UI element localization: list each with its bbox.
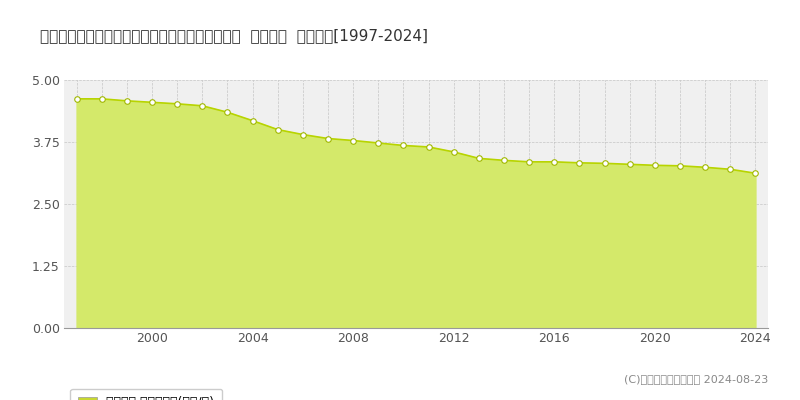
Legend: 地価公示 平均坪単価(万円/坪): 地価公示 平均坪単価(万円/坪)	[70, 389, 222, 400]
Text: (C)土地価格ドットコム 2024-08-23: (C)土地価格ドットコム 2024-08-23	[624, 374, 768, 384]
Text: 福島県西白河郡泉崎村大字関和久字上町１１３番  地価公示  地価推移[1997-2024]: 福島県西白河郡泉崎村大字関和久字上町１１３番 地価公示 地価推移[1997-20…	[40, 28, 428, 43]
